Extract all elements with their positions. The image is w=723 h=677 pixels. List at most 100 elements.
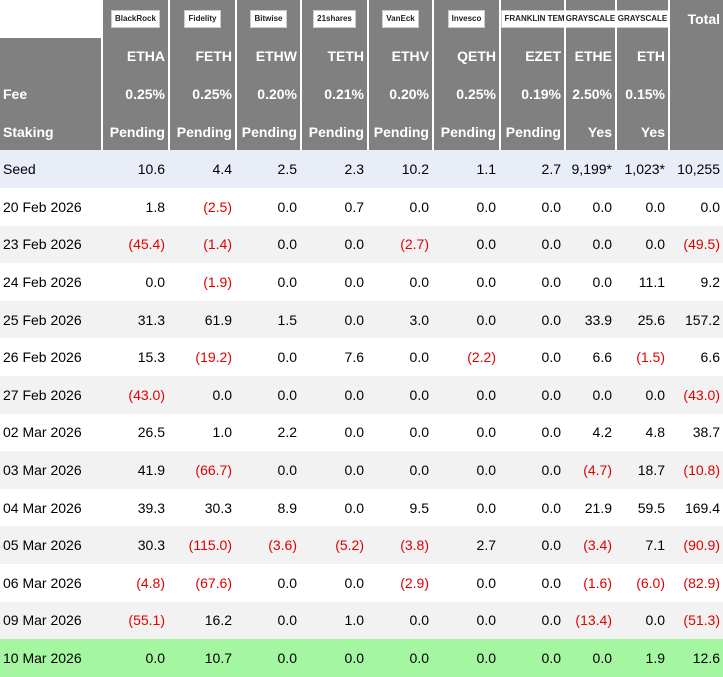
flow-value: 0.0 [645, 236, 665, 253]
fee: 0.20% [369, 75, 432, 113]
logo-row: BlackRock Fidelity Bitwise 21shares VanEck In… [0, 0, 723, 38]
staking-status: Pending [170, 112, 235, 151]
row-label: Staking [0, 112, 101, 151]
flow-value: 0.0 [145, 649, 165, 666]
row-label: Fee [0, 75, 101, 113]
flow-value: 0.7 [344, 198, 364, 215]
flow-value: 26.5 [137, 424, 165, 441]
flow-value: 7.1 [645, 537, 665, 554]
fee: 0.15% [617, 75, 668, 113]
ticker: ETHA [103, 37, 168, 76]
flow-value: 0.0 [541, 386, 561, 403]
staking-status: Pending [237, 112, 300, 151]
logo-cell: GRAYSCALE [617, 0, 668, 38]
flow-value: 0.0 [344, 311, 364, 328]
flow-value: 0.0 [409, 386, 429, 403]
flow-value: 0.0 [541, 349, 561, 366]
data-row: 25 Feb 2026 31.3 61.9 1.5 0.0 3.0 0.0 0.0 33.9 25… [0, 300, 723, 339]
flow-value: 0.0 [409, 198, 429, 215]
flow-value: 0.0 [645, 386, 665, 403]
flow-value: 9,199* [571, 161, 612, 178]
flow-value: 10.7 [204, 649, 232, 666]
data-row: 20 Feb 2026 1.8 (2.5) 0.0 0.7 0.0 0.0 0.0 0.0 0.0… [0, 188, 723, 226]
flow-value: 31.3 [137, 311, 165, 328]
staking-status: Yes [566, 112, 615, 151]
flow-value: (1.9) [203, 273, 232, 290]
issuer-logo: 21shares [313, 9, 356, 28]
staking-status: Pending [103, 112, 168, 151]
flow-value: 30.3 [137, 537, 165, 554]
flow-value: 0.0 [344, 461, 364, 478]
flow-value: (13.4) [575, 612, 612, 629]
date-label: 02 Mar 2026 [3, 424, 82, 441]
flow-value: (1.5) [636, 349, 665, 366]
ticker: TETH [302, 37, 367, 76]
flow-value: 0.0 [344, 424, 364, 441]
flow-value: 2.5 [277, 161, 297, 178]
flow-value: (115.0) [188, 537, 232, 554]
date-label: 06 Mar 2026 [3, 574, 82, 591]
flow-value: 0.0 [277, 198, 297, 215]
fee: 0.25% [434, 75, 499, 113]
flow-value: 0.0 [277, 612, 297, 629]
flow-value: 39.3 [137, 499, 165, 516]
flow-value: 0.0 [344, 273, 364, 290]
flow-value: 0.0 [476, 574, 496, 591]
total-flow: 6.6 [700, 349, 720, 366]
date-label: 09 Mar 2026 [3, 612, 82, 629]
issuer-logo: GRAYSCALE [617, 9, 668, 28]
total-flow: (51.3) [683, 612, 720, 629]
flow-value: 0.0 [277, 386, 297, 403]
fee-row: Fee 0.25% 0.25% 0.20% 0.21% 0.20% 0.25% 0.19% 2.… [0, 75, 723, 113]
flow-value: 0.0 [344, 649, 364, 666]
flow-value: (3.8) [400, 537, 429, 554]
flow-value: (19.2) [195, 349, 232, 366]
flow-value: 0.0 [541, 311, 561, 328]
flow-value: 0.0 [344, 574, 364, 591]
ticker-row: ETHA FETH ETHW TETH ETHV QETH EZET ETHE ETH [0, 37, 723, 76]
flow-value: 0.0 [212, 386, 232, 403]
date-label: Seed [3, 161, 36, 178]
fee: 0.25% [170, 75, 235, 113]
data-row: 09 Mar 2026 (55.1) 16.2 0.0 1.0 0.0 0.0 0.0 (13.… [0, 601, 723, 640]
ticker: ETHV [369, 37, 432, 76]
date-label: 04 Mar 2026 [3, 499, 82, 516]
data-row: 10 Mar 2026 0.0 10.7 0.0 0.0 0.0 0.0 0.0 0.0 1.9 1… [0, 639, 723, 677]
flow-value: 0.0 [592, 386, 612, 403]
data-row: 06 Mar 2026 (4.8) (67.6) 0.0 0.0 (2.9) 0.0 0.0 (… [0, 564, 723, 602]
flow-value: (43.0) [128, 386, 165, 403]
ticker: FETH [170, 37, 235, 76]
flow-value: 3.0 [409, 311, 429, 328]
flow-value: 0.0 [541, 198, 561, 215]
blank-cell [670, 37, 723, 76]
flow-value: 0.0 [145, 273, 165, 290]
flow-value: 16.2 [204, 612, 232, 629]
date-label: 24 Feb 2026 [3, 273, 82, 290]
logo-cell: Bitwise [237, 0, 300, 38]
flow-value: 1.1 [476, 161, 496, 178]
flow-value: 0.0 [409, 612, 429, 629]
flow-value: (66.7) [195, 461, 232, 478]
flow-value: 0.0 [409, 649, 429, 666]
flow-value: 4.4 [212, 161, 232, 178]
flow-value: (4.7) [583, 461, 612, 478]
flow-value: (6.0) [636, 574, 665, 591]
fee: 0.19% [501, 75, 564, 113]
flow-value: 0.0 [476, 198, 496, 215]
flow-value: 0.0 [592, 649, 612, 666]
data-row: 03 Mar 2026 41.9 (66.7) 0.0 0.0 0.0 0.0 0.0 (4.7… [0, 451, 723, 489]
flow-value: 33.9 [584, 311, 612, 328]
date-label: 20 Feb 2026 [3, 198, 82, 215]
flow-value: 4.8 [645, 424, 665, 441]
flow-value: 0.0 [645, 612, 665, 629]
flow-value: 1.9 [645, 649, 665, 666]
flow-value: (2.2) [467, 349, 496, 366]
ticker: ETHE [566, 37, 615, 76]
flow-value: 2.7 [476, 537, 496, 554]
data-row: 23 Feb 2026 (45.4) (1.4) 0.0 0.0 (2.7) 0.0 0.0 0… [0, 225, 723, 264]
flow-value: 0.0 [592, 236, 612, 253]
flow-value: 61.9 [204, 311, 232, 328]
flow-value: 1.5 [277, 311, 297, 328]
flow-value: 0.0 [277, 574, 297, 591]
